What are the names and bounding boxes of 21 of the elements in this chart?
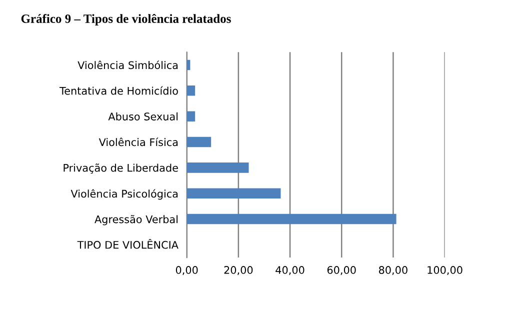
x-tick-label: 20,00 (224, 266, 253, 275)
y-tick-label: TIPO DE VIOLÊNCIA (77, 239, 178, 249)
y-tick-label: Violência Psicológica (70, 189, 178, 200)
chart-title: Gráfico 9 – Tipos de violência relatados (21, 14, 231, 26)
bar (186, 214, 396, 224)
bar (186, 86, 196, 96)
bar (186, 188, 281, 198)
x-tick-label: 0,00 (176, 266, 198, 275)
y-tick-label: Abuso Sexual (108, 112, 178, 120)
y-tick-label: Agressão Verbal (94, 214, 178, 226)
bar (186, 111, 196, 122)
x-tick-label: 80,00 (378, 266, 408, 275)
y-tick-label: Violência Física (98, 138, 178, 146)
y-tick-label: Privação de Liberdade (64, 164, 178, 174)
x-tick-label: 40,00 (276, 266, 304, 275)
x-tick-label: 60,00 (327, 266, 356, 275)
bar (186, 162, 249, 173)
y-tick-label: Violência Simbólica (78, 60, 178, 70)
x-tick-label: 100,00 (428, 266, 462, 275)
y-tick-label: Tentativa de Homicídio (59, 86, 178, 95)
bar (186, 136, 212, 148)
